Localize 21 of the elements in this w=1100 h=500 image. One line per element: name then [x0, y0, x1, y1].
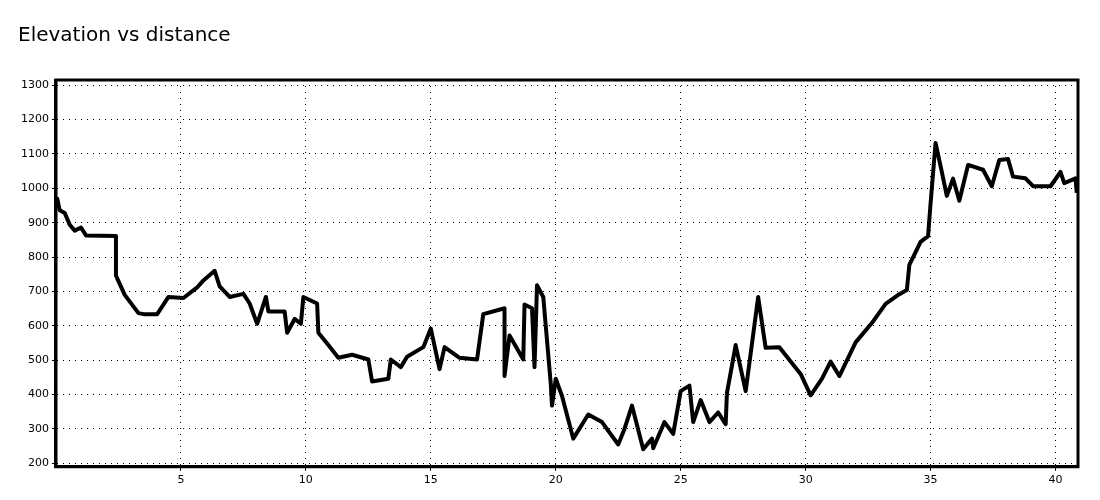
- chart-title: Elevation vs distance: [18, 22, 231, 47]
- y-tick-label: 700: [27, 284, 49, 298]
- x-tick-label: 25: [673, 473, 688, 487]
- y-tick-label: 200: [27, 456, 49, 470]
- x-tick-label: 15: [423, 473, 438, 487]
- x-tick-label: 10: [298, 473, 313, 487]
- y-tick-label: 1000: [20, 181, 49, 195]
- x-tick-label: 30: [798, 473, 813, 487]
- y-tick-label: 300: [27, 421, 49, 435]
- y-tick-label: 400: [27, 387, 49, 401]
- x-tick-label: 40: [1048, 473, 1063, 487]
- y-tick-label: 800: [27, 249, 49, 263]
- y-tick-label: 600: [27, 318, 49, 332]
- y-tick-label: 1100: [20, 146, 49, 160]
- y-tick-label: 900: [27, 215, 49, 229]
- x-tick-label: 35: [923, 473, 938, 487]
- y-tick-label: 1200: [20, 112, 49, 126]
- y-tick-label: 1300: [20, 78, 49, 92]
- y-tick-label: 500: [27, 353, 49, 367]
- x-tick-label: 5: [177, 473, 185, 487]
- x-tick-label: 20: [548, 473, 563, 487]
